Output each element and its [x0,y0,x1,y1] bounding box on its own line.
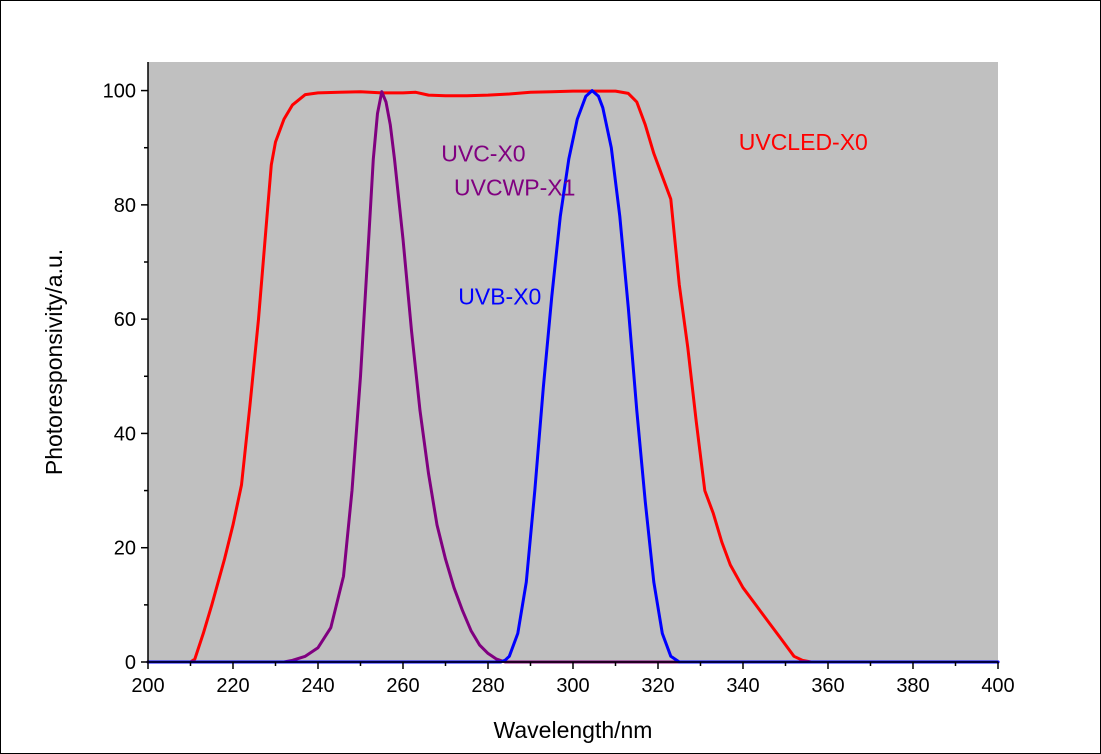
y-tick-label: 40 [114,423,136,445]
y-tick-label: 60 [114,309,136,331]
series-annotation: UVC-X0 [441,140,525,166]
x-tick-label: 340 [726,675,759,697]
x-tick-label: 320 [641,675,674,697]
x-axis-title: Wavelength/nm [494,717,653,743]
y-tick-label: 20 [114,538,136,560]
x-tick-label: 400 [981,675,1014,697]
series-line-1 [146,89,1000,664]
x-tick-label: 240 [301,675,334,697]
series-annotation: UVCWP-X1 [454,175,575,201]
plot-area [148,62,998,662]
x-tick-label: 360 [811,675,844,697]
ticks-layer: 200 220 240 260 280 300 320 340 360 380 400 0 20 40 60… [103,81,1015,697]
x-tick-label: 380 [896,675,929,697]
x-tick-label: 260 [386,675,419,697]
x-tick-label: 300 [556,675,589,697]
y-tick-label: 80 [114,195,136,217]
x-tick-label: 200 [131,675,164,697]
series-annotation: UVCLED-X0 [739,129,868,155]
series-line-2 [146,90,1000,664]
series-annotation: UVB-X0 [458,283,541,309]
series-line-3 [146,89,1000,664]
x-tick-label: 280 [471,675,504,697]
y-axis-title: Photoresponsivity/a.u. [41,249,67,475]
y-tick-label: 100 [103,81,136,103]
annotation-layer: UVCLED-X0 UVC-X0 UVCWP-X1 UVB-X0 [441,129,868,309]
x-tick-label: 220 [216,675,249,697]
y-tick-label: 0 [125,652,136,674]
series-layer [146,89,1000,664]
